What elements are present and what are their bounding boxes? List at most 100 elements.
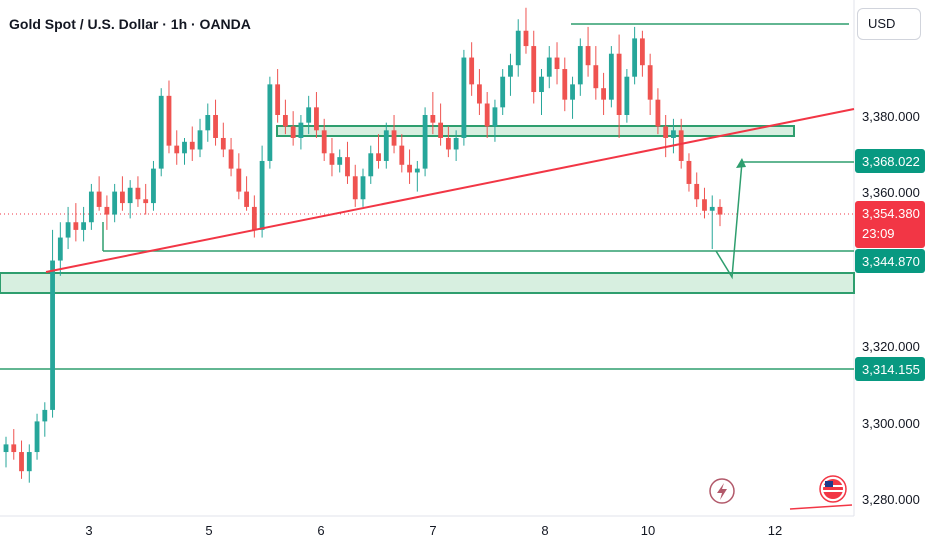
candle-body <box>57 237 63 261</box>
candle-body <box>166 95 172 146</box>
candle-body <box>11 444 17 453</box>
candle-body <box>321 130 327 154</box>
candle-body <box>639 38 645 66</box>
candle-body <box>275 84 281 115</box>
x-tick-label: 5 <box>205 523 212 538</box>
candle-body <box>65 222 71 238</box>
candle <box>120 176 125 211</box>
level-label-3344: 3,344.870 <box>855 249 925 273</box>
candle-countdown: 23:09 <box>862 226 895 241</box>
candle <box>352 164 358 207</box>
candle <box>562 57 568 112</box>
level-label-text: 3,344.870 <box>862 254 920 269</box>
candle-body <box>585 46 591 66</box>
candle-body <box>647 65 653 100</box>
projection-arrow-icon <box>736 158 746 168</box>
candle-body <box>50 260 55 410</box>
lightning-event-icon[interactable] <box>709 478 735 504</box>
candle <box>259 145 265 238</box>
candle <box>306 95 312 135</box>
candle <box>65 206 71 250</box>
candle-body <box>112 191 118 215</box>
candle-body <box>174 145 180 154</box>
candle <box>616 34 622 138</box>
candle-body <box>678 130 684 161</box>
candle <box>709 195 715 250</box>
candle <box>3 436 9 468</box>
candle-body <box>282 115 288 127</box>
candle-body <box>624 76 630 115</box>
candle-body <box>709 206 715 211</box>
resistance-zone[interactable] <box>276 125 795 137</box>
candle <box>515 19 521 77</box>
candle <box>391 115 397 154</box>
candle-body <box>368 153 374 177</box>
candle <box>96 176 102 211</box>
candle <box>174 130 180 165</box>
candle-body <box>3 444 9 453</box>
candle-body <box>298 122 304 138</box>
level-label-text: 3,314.155 <box>862 362 920 377</box>
candle <box>81 206 87 242</box>
candle-body <box>127 187 133 204</box>
candle-body <box>616 53 622 115</box>
candle-body <box>484 103 490 127</box>
support-zone[interactable] <box>0 272 855 294</box>
candle <box>554 42 560 85</box>
candle <box>26 444 32 483</box>
candle-body <box>608 53 614 100</box>
candle <box>508 53 513 96</box>
candle-body <box>34 421 40 453</box>
candle <box>639 30 645 77</box>
candle <box>104 195 110 230</box>
projection-path[interactable] <box>715 161 743 280</box>
currency-selector[interactable]: USD <box>857 8 921 40</box>
candle <box>453 130 459 161</box>
candle-body <box>306 107 312 123</box>
candle <box>717 199 723 227</box>
candle <box>321 118 327 161</box>
candle <box>414 160 420 192</box>
candle <box>477 69 482 115</box>
y-tick-label: 3,320.000 <box>862 339 920 354</box>
candle-body <box>717 206 723 215</box>
candle-body <box>508 65 513 77</box>
x-tick-label: 12 <box>768 523 782 538</box>
candle-body <box>531 46 537 93</box>
candle <box>244 176 249 211</box>
candle-body <box>515 30 521 66</box>
candle <box>213 99 218 146</box>
candle-body <box>360 176 366 200</box>
level-label-text: 3,368.022 <box>862 154 920 169</box>
candle <box>11 429 17 460</box>
candle-body <box>104 206 110 215</box>
candle-body <box>314 107 319 131</box>
current-price-label: 3,354.380 23:09 <box>855 201 925 248</box>
candle <box>205 103 211 142</box>
candle <box>601 72 606 115</box>
candle <box>422 107 428 177</box>
candle-body <box>352 176 358 200</box>
candle-body <box>632 38 638 77</box>
candle <box>298 115 304 150</box>
candle <box>158 88 164 177</box>
candle-body <box>562 69 568 100</box>
candle <box>290 111 296 146</box>
candle <box>577 38 583 96</box>
trendline[interactable] <box>45 108 855 273</box>
candle-body <box>461 57 467 138</box>
candle-body <box>42 409 48 422</box>
candle-body <box>337 157 343 165</box>
candle <box>647 53 653 115</box>
candle <box>523 7 529 54</box>
candle-body <box>267 84 273 161</box>
candle <box>539 69 544 115</box>
candle-body <box>686 160 692 184</box>
candle-body <box>345 157 350 177</box>
us-flag-event-icon[interactable] <box>789 475 853 510</box>
candle-body <box>663 126 669 138</box>
candle <box>484 92 490 138</box>
candle <box>585 26 591 77</box>
candle <box>671 118 676 154</box>
